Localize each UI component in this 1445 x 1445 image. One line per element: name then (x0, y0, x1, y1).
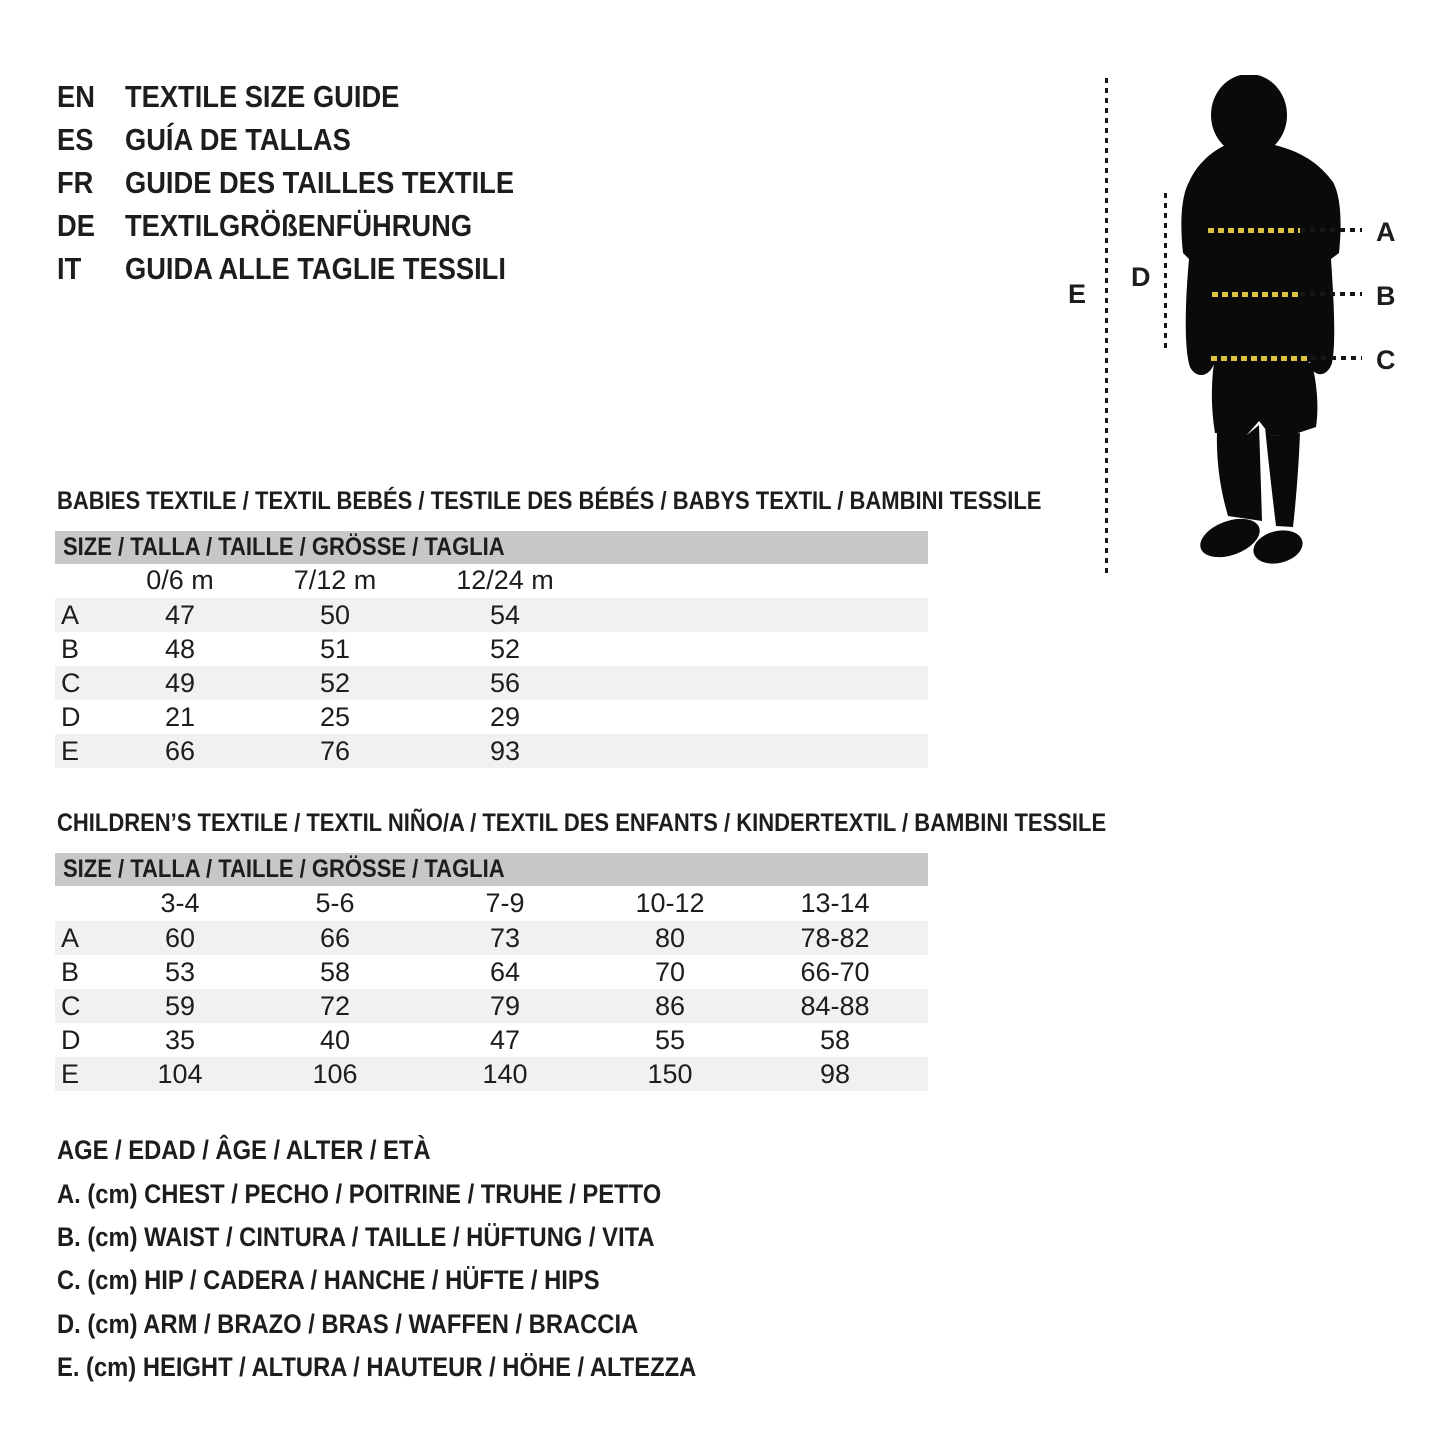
lang-code-fr: FR (57, 165, 94, 200)
lang-title-fr: GUIDE DES TAILLES TEXTILE (125, 165, 515, 200)
legend-arm: D. (cm) ARM / BRAZO / BRAS / WAFFEN / BR… (57, 1309, 639, 1339)
children-column-header-row: 3-4 5-6 7-9 10-12 13-14 (55, 886, 928, 921)
lang-row-es: ES GUÍA DE TALLAS (57, 120, 382, 160)
lang-code-es: ES (57, 122, 94, 157)
row-label: C (61, 990, 81, 1021)
lang-title-en: TEXTILE SIZE GUIDE (125, 79, 400, 114)
lang-row-fr: FR GUIDE DES TAILLES TEXTILE (57, 163, 567, 203)
figure-label-D: D (1131, 262, 1151, 292)
legend-hip: C. (cm) HIP / CADERA / HANCHE / HÜFTE / … (57, 1265, 600, 1295)
table-row: A 47 50 54 (55, 598, 928, 632)
table-row: A 60 66 73 80 78-82 (55, 921, 928, 955)
silhouette-torso (1181, 143, 1341, 376)
silhouette-right-leg (1265, 427, 1300, 527)
arm-dash-line-D (1164, 193, 1167, 351)
children-col-0: 3-4 (160, 888, 200, 918)
figure-label-E: E (1068, 279, 1087, 309)
row-label: A (61, 599, 80, 630)
table-row: E 66 76 93 (55, 734, 928, 768)
children-table: 3-4 5-6 7-9 10-12 13-14 A 60 66 73 80 78… (55, 886, 928, 1091)
legend-chest: A. (cm) CHEST / PECHO / POITRINE / TRUHE… (57, 1179, 662, 1209)
babies-col-1: 7/12 m (293, 565, 377, 595)
lang-row-de: DE TEXTILGRÖßENFÜHRUNG (57, 206, 519, 246)
row-label: E (61, 735, 80, 766)
table-row: C 59 72 79 86 84-88 (55, 989, 928, 1023)
babies-size-header-bar: SIZE / TALLA / TAILLE / GRÖSSE / TAGLIA (55, 531, 928, 564)
lang-row-it: IT GUIDA ALLE TAGLIE TESSILI (57, 249, 558, 289)
lang-row-en: EN TEXTILE SIZE GUIDE (57, 77, 437, 117)
hip-dash-yellow (1211, 356, 1311, 361)
figure-label-A: A (1376, 217, 1396, 247)
legend-age: AGE / EDAD / ÂGE / ALTER / ETÀ (57, 1135, 431, 1165)
legend-waist: B. (cm) WAIST / CINTURA / TAILLE / HÜFTU… (57, 1222, 655, 1252)
silhouette-right-shoe (1253, 530, 1303, 564)
silhouette-head (1211, 75, 1287, 156)
lang-code-it: IT (57, 251, 82, 286)
children-col-4: 13-14 (800, 888, 870, 918)
legend-height: E. (cm) HEIGHT / ALTURA / HAUTEUR / HÖHE… (57, 1352, 697, 1382)
table-row: D 35 40 47 55 58 (55, 1023, 928, 1057)
children-col-2: 7-9 (485, 888, 525, 918)
height-dash-line-E (1105, 78, 1108, 578)
children-section-title: CHILDREN’S TEXTILE / TEXTIL NIÑO/A / TEX… (57, 809, 1107, 837)
figure-label-B: B (1376, 281, 1396, 311)
babies-section-title: BABIES TEXTILE / TEXTIL BEBÉS / TESTILE … (57, 487, 1042, 515)
chest-dash-black (1300, 228, 1362, 232)
lang-title-it: GUIDA ALLE TAGLIE TESSILI (125, 251, 506, 286)
babies-col-2: 12/24 m (456, 565, 554, 595)
row-label: D (61, 1024, 81, 1055)
row-label: A (61, 922, 80, 953)
children-col-3: 10-12 (635, 888, 705, 918)
row-label: C (61, 667, 81, 698)
row-label: B (61, 956, 80, 987)
table-row: B 53 58 64 70 66-70 (55, 955, 928, 989)
lang-title-de: TEXTILGRÖßENFÜHRUNG (125, 208, 473, 243)
figure-label-C: C (1376, 345, 1396, 375)
waist-dash-black (1300, 292, 1362, 296)
table-row: E 104 106 140 150 98 (55, 1057, 928, 1091)
row-label: E (61, 1058, 80, 1089)
row-label: D (61, 701, 81, 732)
silhouette-shorts (1211, 363, 1318, 436)
waist-dash-yellow (1212, 292, 1300, 297)
table-row: D 21 25 29 (55, 700, 928, 734)
babies-table: 0/6 m 7/12 m 12/24 m A 47 50 54 B 48 51 … (55, 563, 928, 768)
babies-col-0: 0/6 m (146, 565, 214, 595)
row-label: B (61, 633, 80, 664)
lang-title-es: GUÍA DE TALLAS (125, 122, 351, 157)
babies-column-header-row: 0/6 m 7/12 m 12/24 m (55, 563, 928, 598)
table-row: C 49 52 56 (55, 666, 928, 700)
children-size-header-bar: SIZE / TALLA / TAILLE / GRÖSSE / TAGLIA (55, 853, 928, 886)
chest-dash-yellow (1208, 228, 1300, 233)
silhouette-left-shoe (1200, 518, 1260, 558)
child-silhouette (1181, 75, 1341, 564)
lang-code-en: EN (57, 79, 95, 114)
table-row: B 48 51 52 (55, 632, 928, 666)
hip-dash-black (1311, 356, 1362, 360)
silhouette-left-leg (1216, 425, 1262, 521)
lang-code-de: DE (57, 208, 95, 243)
children-col-1: 5-6 (315, 888, 355, 918)
